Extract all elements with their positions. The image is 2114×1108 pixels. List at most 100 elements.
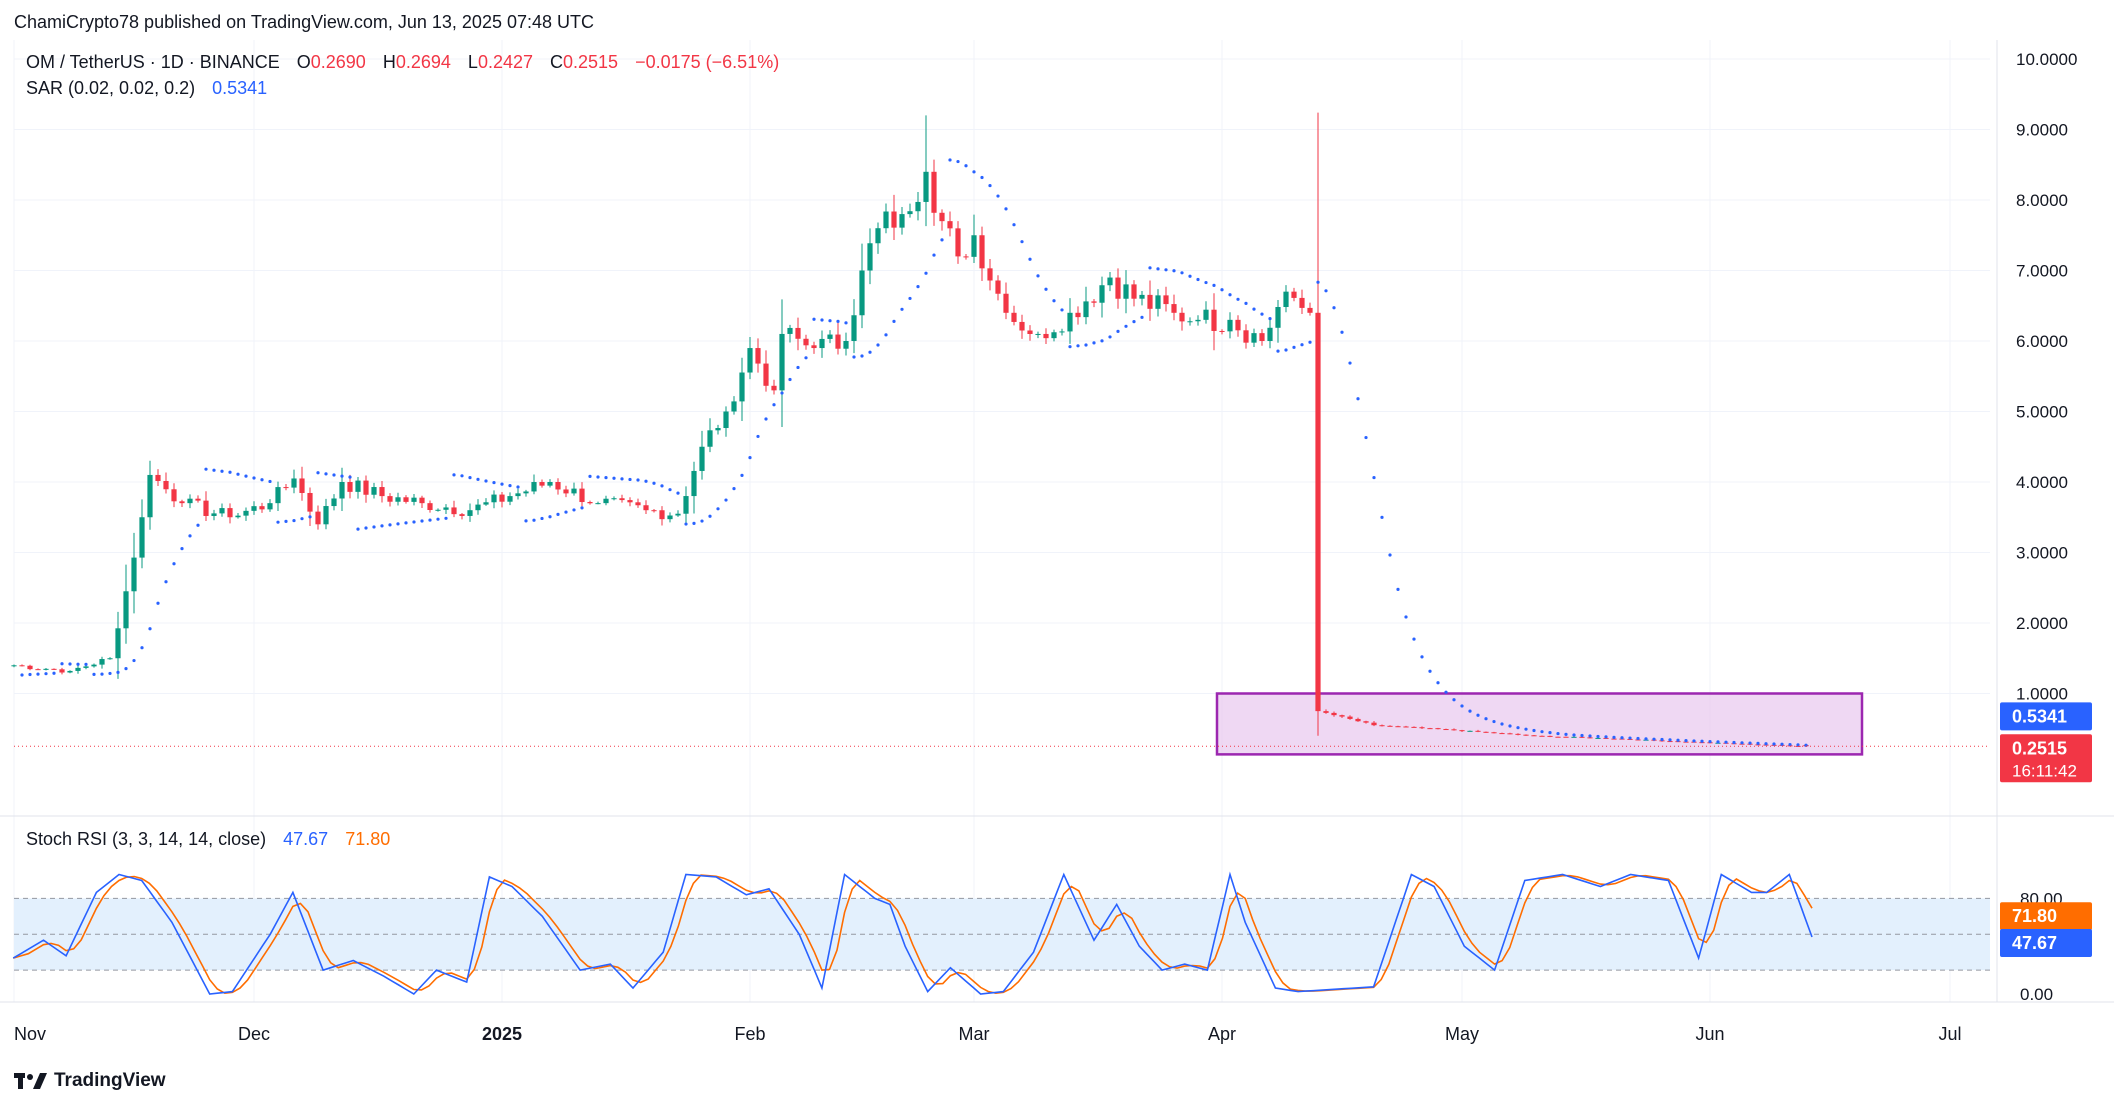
candle-body[interactable]	[899, 214, 905, 228]
candle-body[interactable]	[1667, 741, 1673, 743]
candle-body[interactable]	[203, 500, 209, 516]
candle-body[interactable]	[299, 478, 305, 493]
candle-body[interactable]	[811, 345, 817, 349]
sar-label[interactable]: SAR (0.02, 0.02, 0.2)	[26, 78, 196, 98]
candle-body[interactable]	[579, 488, 585, 503]
candle-body[interactable]	[523, 491, 529, 494]
candle-body[interactable]	[467, 510, 473, 516]
candle-body[interactable]	[1459, 730, 1465, 732]
candle-body[interactable]	[163, 480, 169, 490]
candle-body[interactable]	[651, 510, 657, 512]
candle-body[interactable]	[635, 502, 641, 506]
candle-body[interactable]	[419, 497, 425, 504]
candle-body[interactable]	[1011, 312, 1017, 322]
candle-body[interactable]	[915, 201, 921, 212]
candle-body[interactable]	[1107, 277, 1113, 286]
candle-body[interactable]	[427, 503, 433, 510]
candle-body[interactable]	[1291, 291, 1297, 298]
candle-body[interactable]	[1275, 307, 1281, 328]
candle-body[interactable]	[555, 482, 561, 490]
candle-body[interactable]	[1283, 291, 1289, 308]
candle-body[interactable]	[1203, 309, 1209, 320]
candle-body[interactable]	[883, 211, 889, 229]
candle-body[interactable]	[19, 665, 25, 667]
candle-body[interactable]	[67, 670, 73, 673]
candle-body[interactable]	[323, 506, 329, 525]
candle-body[interactable]	[403, 497, 409, 502]
candle-body[interactable]	[1379, 725, 1385, 727]
candle-body[interactable]	[1475, 730, 1481, 732]
candle-body[interactable]	[603, 498, 609, 504]
candle-body[interactable]	[411, 497, 417, 502]
candle-body[interactable]	[1419, 727, 1425, 729]
candle-body[interactable]	[619, 498, 625, 501]
candle-body[interactable]	[483, 502, 489, 505]
candle-body[interactable]	[1451, 729, 1457, 731]
candle-body[interactable]	[995, 280, 1001, 294]
candle-body[interactable]	[1267, 327, 1273, 341]
candle-body[interactable]	[1027, 330, 1033, 334]
candle-body[interactable]	[779, 333, 785, 391]
candle-body[interactable]	[643, 505, 649, 511]
candle-body[interactable]	[907, 211, 913, 215]
candle-body[interactable]	[59, 669, 65, 673]
candle-body[interactable]	[979, 235, 985, 269]
candle-body[interactable]	[235, 515, 241, 518]
candle-body[interactable]	[1059, 331, 1065, 333]
candle-body[interactable]	[1467, 730, 1473, 732]
candle-body[interactable]	[843, 341, 849, 349]
candle-body[interactable]	[131, 557, 137, 592]
candle-body[interactable]	[1259, 333, 1265, 341]
candle-body[interactable]	[1003, 293, 1009, 313]
candle-body[interactable]	[1411, 726, 1417, 728]
candle-body[interactable]	[1371, 722, 1377, 726]
candle-body[interactable]	[611, 498, 617, 500]
candle-body[interactable]	[51, 668, 57, 670]
candle-body[interactable]	[1195, 319, 1201, 322]
stoch-d-tag[interactable]	[2000, 902, 2092, 931]
candle-body[interactable]	[1507, 733, 1513, 735]
candle-body[interactable]	[507, 496, 513, 502]
candle-body[interactable]	[107, 658, 113, 660]
candle-body[interactable]	[955, 228, 961, 257]
last-price-tag[interactable]	[2000, 734, 2092, 783]
candle-body[interactable]	[1251, 333, 1257, 343]
candle-body[interactable]	[891, 211, 897, 228]
candle-body[interactable]	[539, 482, 545, 486]
candle-body[interactable]	[387, 496, 393, 502]
candle-body[interactable]	[787, 327, 793, 334]
candle-body[interactable]	[715, 428, 721, 431]
candle-body[interactable]	[187, 498, 193, 504]
candle-body[interactable]	[1387, 725, 1393, 727]
candle-body[interactable]	[1435, 728, 1441, 730]
candle-body[interactable]	[675, 513, 681, 516]
candle-body[interactable]	[227, 508, 233, 518]
candle-body[interactable]	[515, 493, 521, 497]
candle-body[interactable]	[627, 500, 633, 503]
candle-body[interactable]	[1235, 319, 1241, 331]
candle-body[interactable]	[1067, 312, 1073, 332]
candle-body[interactable]	[267, 503, 273, 510]
candle-body[interactable]	[1315, 312, 1321, 712]
tradingview-logo[interactable]: TradingView	[14, 1070, 166, 1092]
candle-body[interactable]	[1395, 726, 1401, 728]
symbol-name[interactable]: OM / TetherUS · 1D · BINANCE	[26, 52, 280, 72]
candle-body[interactable]	[371, 487, 377, 495]
candle-body[interactable]	[379, 487, 385, 497]
candle-body[interactable]	[147, 474, 153, 518]
candle-body[interactable]	[475, 504, 481, 511]
candle-body[interactable]	[571, 488, 577, 494]
candle-body[interactable]	[1099, 285, 1105, 303]
candle-body[interactable]	[923, 171, 929, 202]
candle-body[interactable]	[835, 334, 841, 349]
candle-body[interactable]	[1403, 726, 1409, 728]
candle-body[interactable]	[331, 498, 337, 507]
candle-body[interactable]	[347, 482, 353, 492]
candle-body[interactable]	[219, 508, 225, 514]
candle-body[interactable]	[939, 212, 945, 222]
candle-body[interactable]	[123, 591, 129, 629]
candle-body[interactable]	[1555, 736, 1561, 738]
candle-body[interactable]	[947, 221, 953, 229]
candle-body[interactable]	[99, 659, 105, 665]
